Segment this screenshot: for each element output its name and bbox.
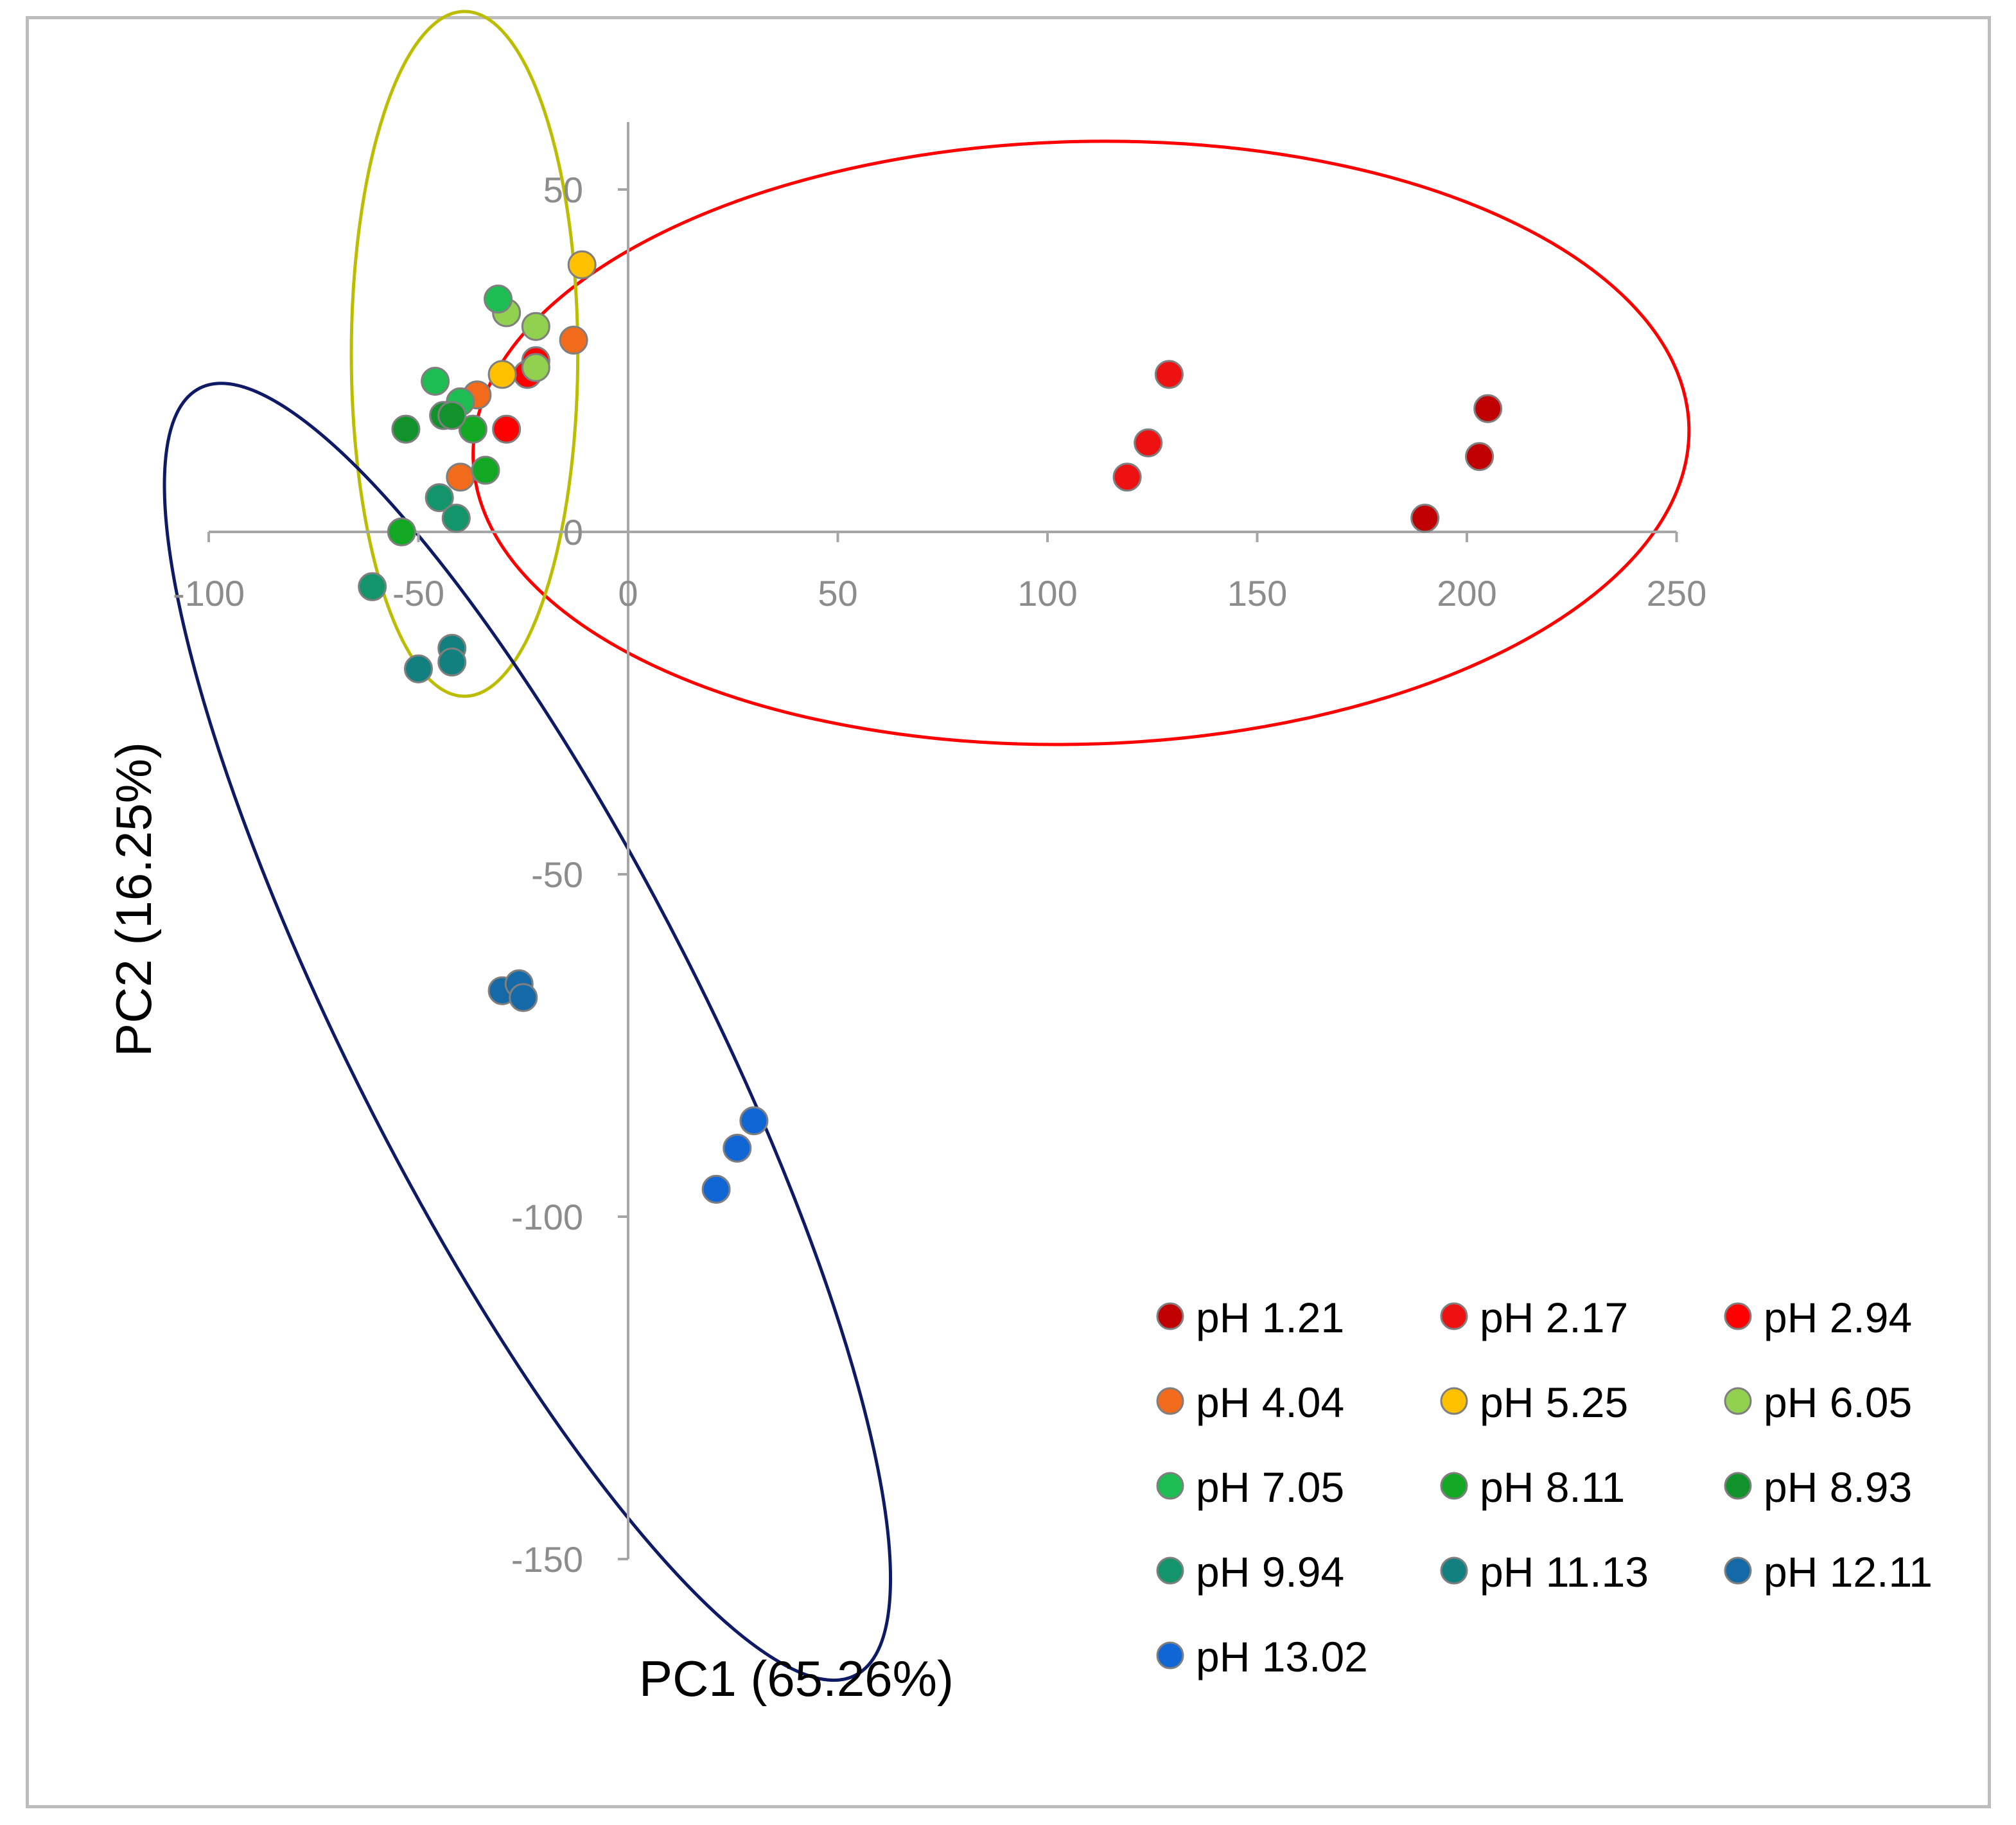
legend-label: pH 8.93 — [1764, 1463, 1912, 1511]
legend: pH 1.21 pH 2.17 pH 2.94 pH 4.04 pH 5.25 pH 6.… — [1156, 1294, 1933, 1680]
legend-label: pH 2.17 — [1480, 1294, 1628, 1341]
data-point — [441, 504, 471, 533]
data-point — [487, 360, 517, 389]
data-point — [701, 1174, 731, 1204]
legend-label: pH 12.11 — [1764, 1548, 1933, 1596]
data-point — [1154, 360, 1184, 389]
data-point — [437, 648, 467, 677]
data-point — [425, 483, 454, 513]
legend-label: pH 4.04 — [1196, 1379, 1344, 1426]
x-tick-label: 200 — [1437, 573, 1496, 613]
data-point — [358, 572, 387, 601]
legend-marker — [1724, 1556, 1752, 1585]
legend-label: pH 11.13 — [1480, 1548, 1649, 1596]
y-tick-label: 50 — [543, 170, 583, 210]
legend-marker — [1440, 1387, 1468, 1415]
data-point — [723, 1133, 752, 1163]
data-point — [1473, 394, 1503, 423]
x-tick-label: 50 — [818, 573, 857, 613]
legend-marker — [1156, 1387, 1184, 1415]
legend-marker — [1156, 1641, 1184, 1670]
legend-marker — [1724, 1472, 1752, 1500]
data-point — [1134, 428, 1163, 457]
data-point — [458, 414, 487, 444]
y-tick-label: -50 — [531, 854, 583, 895]
data-point — [421, 366, 450, 396]
legend-marker — [1156, 1472, 1184, 1500]
legend-marker — [1724, 1387, 1752, 1415]
y-axis-title: PC2 (16.25%) — [105, 742, 162, 1057]
data-point — [437, 401, 467, 430]
data-point — [387, 517, 416, 547]
y-tick-label: -150 — [511, 1539, 583, 1580]
data-point — [567, 250, 597, 279]
x-tick-label: 100 — [1017, 573, 1077, 613]
data-point — [521, 353, 550, 382]
axes: -100 -50 0 50 100 150 200 250 50 0 -50 -100 -150 — [173, 122, 1706, 1580]
legend-label: pH 7.05 — [1196, 1463, 1344, 1511]
y-tick-label: -100 — [511, 1197, 583, 1237]
legend-label: pH 2.94 — [1764, 1294, 1912, 1341]
data-point — [492, 414, 522, 444]
data-point — [521, 312, 550, 341]
legend-marker — [1440, 1556, 1468, 1585]
y-tick-label: 0 — [563, 512, 583, 552]
data-points — [358, 250, 1503, 1204]
acid-cluster-ellipse — [471, 139, 1691, 746]
data-point — [509, 983, 538, 1012]
data-point — [559, 326, 588, 355]
data-point — [446, 463, 475, 492]
legend-label: pH 8.11 — [1480, 1463, 1625, 1511]
legend-marker — [1440, 1302, 1468, 1330]
data-point — [739, 1106, 769, 1136]
alkaline-cluster-ellipse — [162, 382, 893, 1682]
x-tick-label: 250 — [1647, 573, 1706, 613]
legend-marker — [1156, 1556, 1184, 1585]
legend-marker — [1724, 1302, 1752, 1330]
x-tick-label: 150 — [1227, 573, 1287, 613]
data-point — [1465, 442, 1494, 472]
data-point — [391, 414, 421, 444]
x-axis-title: PC1 (65.26%) — [639, 1650, 954, 1707]
data-point — [1410, 504, 1440, 533]
legend-label: pH 5.25 — [1480, 1379, 1628, 1426]
x-tick-label: 0 — [618, 573, 638, 613]
legend-label: pH 6.05 — [1764, 1379, 1912, 1426]
figure-frame — [26, 16, 1991, 1808]
legend-marker — [1156, 1302, 1184, 1330]
data-point — [484, 285, 513, 314]
data-point — [471, 455, 500, 485]
legend-label: pH 13.02 — [1196, 1633, 1368, 1680]
data-point — [1112, 463, 1142, 492]
legend-label: pH 1.21 — [1196, 1294, 1344, 1341]
data-point — [404, 654, 433, 683]
legend-label: pH 9.94 — [1196, 1548, 1344, 1596]
legend-marker — [1440, 1472, 1468, 1500]
x-tick-label: -50 — [392, 573, 444, 613]
x-tick-label: -100 — [173, 573, 245, 613]
